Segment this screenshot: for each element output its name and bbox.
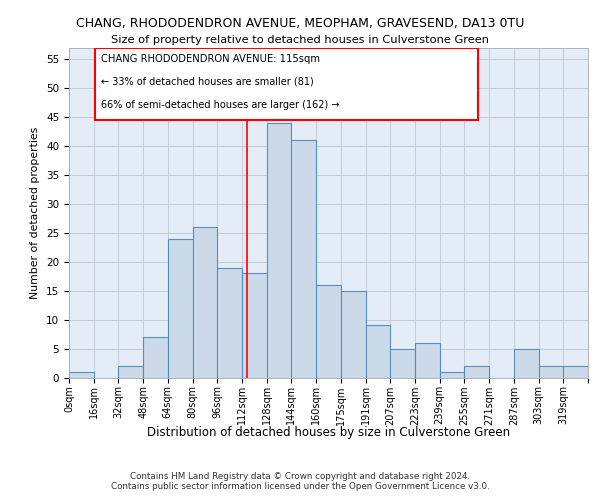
Bar [514,348,539,378]
Bar [168,238,193,378]
Bar [341,290,365,378]
Y-axis label: Number of detached properties: Number of detached properties [31,126,40,298]
Bar [563,366,588,378]
Bar [267,123,292,378]
Bar [193,227,217,378]
Text: Contains HM Land Registry data © Crown copyright and database right 2024.: Contains HM Land Registry data © Crown c… [130,472,470,481]
Text: ← 33% of detached houses are smaller (81): ← 33% of detached houses are smaller (81… [101,76,314,86]
Text: Distribution of detached houses by size in Culverstone Green: Distribution of detached houses by size … [147,426,511,439]
Bar [69,372,94,378]
Bar [390,348,415,378]
Bar [365,326,390,378]
Bar [292,140,316,378]
Text: CHANG RHODODENDRON AVENUE: 115sqm: CHANG RHODODENDRON AVENUE: 115sqm [101,54,320,64]
Text: Contains public sector information licensed under the Open Government Licence v3: Contains public sector information licen… [110,482,490,491]
Bar [143,337,168,378]
Bar [440,372,464,378]
Bar [217,268,242,378]
Text: 66% of semi-detached houses are larger (162) →: 66% of semi-detached houses are larger (… [101,100,340,110]
Bar [539,366,563,378]
Bar [415,343,440,378]
Bar [95,48,478,120]
Text: CHANG, RHODODENDRON AVENUE, MEOPHAM, GRAVESEND, DA13 0TU: CHANG, RHODODENDRON AVENUE, MEOPHAM, GRA… [76,18,524,30]
Bar [316,285,341,378]
Bar [242,274,267,378]
Bar [464,366,489,378]
Text: Size of property relative to detached houses in Culverstone Green: Size of property relative to detached ho… [111,35,489,45]
Bar [118,366,143,378]
